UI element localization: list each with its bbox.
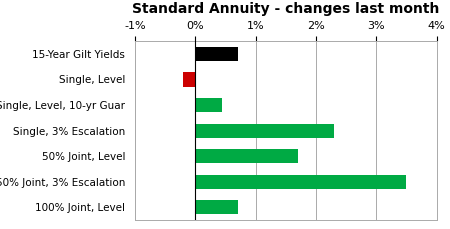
Bar (195, 123, 334, 138)
Bar (195, 174, 406, 189)
Bar (195, 47, 238, 61)
Bar (195, 98, 222, 112)
Bar (195, 149, 298, 163)
Title: Standard Annuity - changes last month: Standard Annuity - changes last month (132, 2, 440, 16)
Bar (183, 72, 195, 87)
Bar (195, 200, 238, 214)
